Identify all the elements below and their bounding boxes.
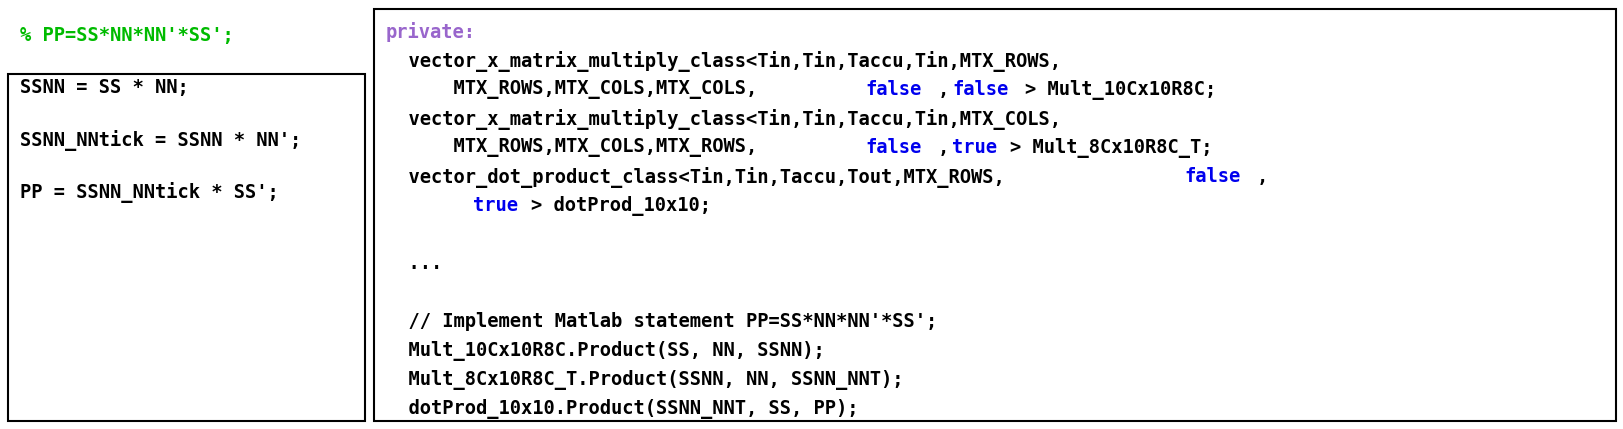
Text: % PP=SS*NN*NN'*SS';: % PP=SS*NN*NN'*SS'; [19,26,234,45]
Text: > Mult_8Cx10R8C_T;: > Mult_8Cx10R8C_T; [1010,138,1212,158]
Text: true: true [472,196,518,215]
Text: true: true [951,138,997,157]
Text: dotProd_10x10.Product(SSNN_NNT, SS, PP);: dotProd_10x10.Product(SSNN_NNT, SS, PP); [386,399,859,419]
Text: SSNN = SS * NN;: SSNN = SS * NN; [19,78,188,97]
Text: PP = SSNN_NNtick * SS';: PP = SSNN_NNtick * SS'; [19,182,279,203]
Text: vector_x_matrix_multiply_class<Tin,Tin,Taccu,Tin,MTX_COLS,: vector_x_matrix_multiply_class<Tin,Tin,T… [386,109,1060,130]
Text: > dotProd_10x10;: > dotProd_10x10; [531,196,711,216]
Text: // Implement Matlab statement PP=SS*NN*NN'*SS';: // Implement Matlab statement PP=SS*NN*N… [386,312,936,331]
Text: ...: ... [386,254,441,273]
Text: ,: , [1256,167,1268,186]
Text: false: false [951,80,1008,99]
Text: MTX_ROWS,MTX_COLS,MTX_ROWS,: MTX_ROWS,MTX_COLS,MTX_ROWS, [386,138,756,157]
Bar [8,74,365,421]
Text: ,: , [936,138,948,157]
Text: private:: private: [386,22,476,42]
Text: vector_dot_product_class<Tin,Tin,Taccu,Tout,MTX_ROWS,: vector_dot_product_class<Tin,Tin,Taccu,T… [386,167,1005,188]
Text: Mult_10Cx10R8C.Product(SS, NN, SSNN);: Mult_10Cx10R8C.Product(SS, NN, SSNN); [386,341,824,361]
Text: false: false [865,138,920,157]
Text: ,: , [936,80,948,99]
Text: > Mult_10Cx10R8C;: > Mult_10Cx10R8C; [1024,80,1216,100]
Text: SSNN_NNtick = SSNN * NN';: SSNN_NNtick = SSNN * NN'; [19,130,300,151]
Text: vector_x_matrix_multiply_class<Tin,Tin,Taccu,Tin,MTX_ROWS,: vector_x_matrix_multiply_class<Tin,Tin,T… [386,51,1060,72]
Text: false: false [865,80,920,99]
Bar [373,9,1615,421]
Text: MTX_ROWS,MTX_COLS,MTX_COLS,: MTX_ROWS,MTX_COLS,MTX_COLS, [386,80,756,99]
Text: Mult_8Cx10R8C_T.Product(SSNN, NN, SSNN_NNT);: Mult_8Cx10R8C_T.Product(SSNN, NN, SSNN_N… [386,370,902,390]
Text: false: false [1183,167,1240,186]
